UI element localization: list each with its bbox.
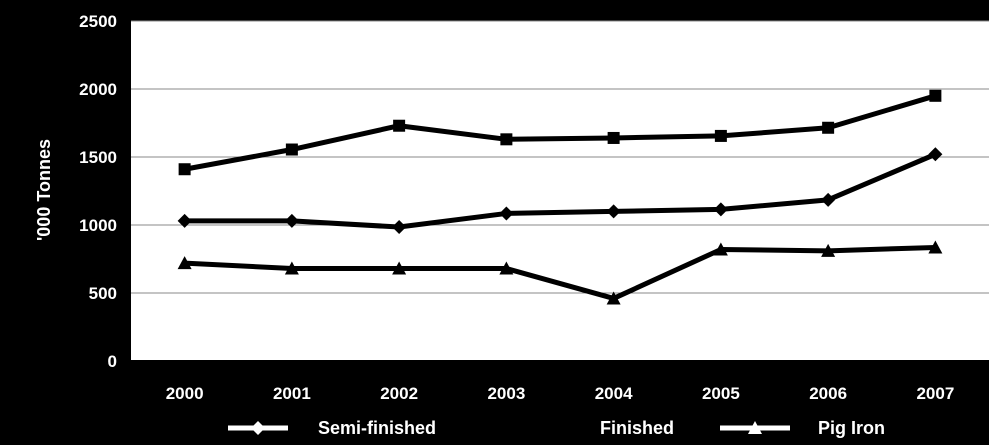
data-point-pig-iron [177,256,192,270]
series-semi-finished [177,147,943,235]
plot-area [131,21,989,361]
y-axis-ticks: 0 500 1000 1500 2000 2500 [79,12,117,371]
data-point-semi-finished [713,202,728,217]
data-point-pig-iron [499,261,514,275]
legend-item-finished: Finished [600,418,674,438]
data-point-pig-iron [713,242,728,256]
data-point-finished [500,133,513,146]
legend-label: Finished [600,418,674,438]
data-point-finished [285,143,298,156]
x-tick-label: 2000 [166,384,204,403]
legend-label: Semi-finished [318,418,436,438]
data-point-semi-finished [177,213,192,228]
data-point-finished [929,89,942,102]
gridlines [131,20,989,362]
series-layer [177,89,943,305]
y-tick-label: 2500 [79,12,117,31]
data-point-semi-finished [821,192,836,207]
data-point-pig-iron [392,261,407,275]
data-point-pig-iron [821,243,836,257]
data-point-finished [607,131,620,144]
x-axis-ticks: 2000 2001 2002 2003 2004 2005 2006 2007 [166,384,955,403]
data-point-semi-finished [499,206,514,221]
x-tick-label: 2003 [487,384,525,403]
data-point-finished [822,121,835,134]
y-axis-title: '000 Tonnes [34,139,54,241]
data-point-semi-finished [392,220,407,235]
y-tick-label: 1000 [79,216,117,235]
x-tick-label: 2006 [809,384,847,403]
legend-marker [748,421,762,434]
data-point-pig-iron [928,240,943,254]
y-tick-label: 0 [108,352,117,371]
legend-item-semi-finished: Semi-finished [228,418,436,438]
y-tick-label: 1500 [79,148,117,167]
data-point-semi-finished [606,204,621,219]
x-tick-label: 2002 [380,384,418,403]
data-point-pig-iron [606,291,621,305]
series-line-pig-iron [184,244,936,301]
x-tick-label: 2001 [273,384,311,403]
data-point-finished [393,119,406,132]
series-finished [178,89,942,176]
data-point-semi-finished [928,147,943,162]
legend-label: Pig Iron [818,418,885,438]
data-point-semi-finished [284,213,299,228]
data-point-pig-iron [284,261,299,275]
y-tick-label: 2000 [79,80,117,99]
data-point-finished [714,129,727,142]
legend-marker [251,421,265,435]
x-tick-label: 2005 [702,384,740,403]
x-tick-label: 2004 [595,384,633,403]
series-pig-iron [177,240,943,305]
y-tick-label: 500 [89,284,117,303]
x-tick-label: 2007 [916,384,954,403]
series-line-semi-finished [184,151,937,230]
legend-item-pig-iron: Pig Iron [720,418,885,438]
series-line-finished [184,93,937,172]
legend: Semi-finished Finished Pig Iron [228,418,885,438]
data-point-finished [178,163,191,176]
